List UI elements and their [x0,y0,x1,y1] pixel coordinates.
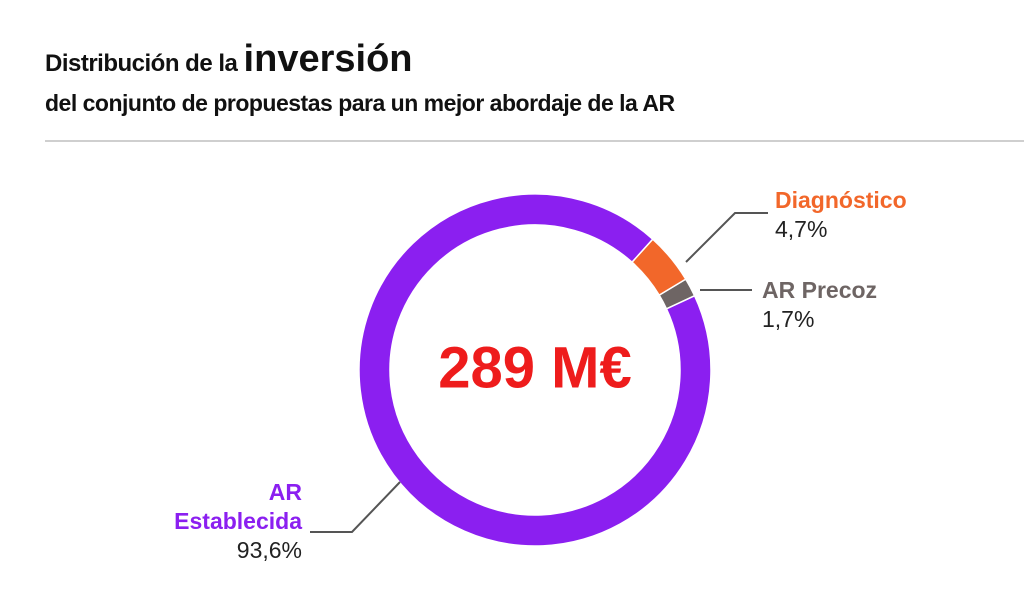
label-group: AR Precoz 1,7% [762,276,877,334]
subtitle: del conjunto de propuestas para un mejor… [45,90,675,116]
donut-segment [358,193,712,547]
donut-segment [658,278,696,310]
leader-line [310,481,401,533]
title-highlight: inversión [243,38,413,80]
title-text: Distribución de la [45,50,238,77]
separator [45,140,1024,142]
value-label: 1,7% [762,306,815,332]
value-label: 93,6% [236,537,302,563]
category-label: Diagnóstico [775,187,907,213]
donut-segment [630,238,687,297]
value-label: 4,7% [775,216,828,242]
label-group: Diagnóstico 4,7% [775,186,907,244]
leader-line [685,212,768,263]
label-group: AR Establecida 93,6% [152,478,302,565]
title: Distribución de la inversión [45,38,413,81]
center-label: 289 M€ [438,335,631,400]
category-label: AR Precoz [762,277,878,303]
category-label: AR Establecida [174,479,302,534]
